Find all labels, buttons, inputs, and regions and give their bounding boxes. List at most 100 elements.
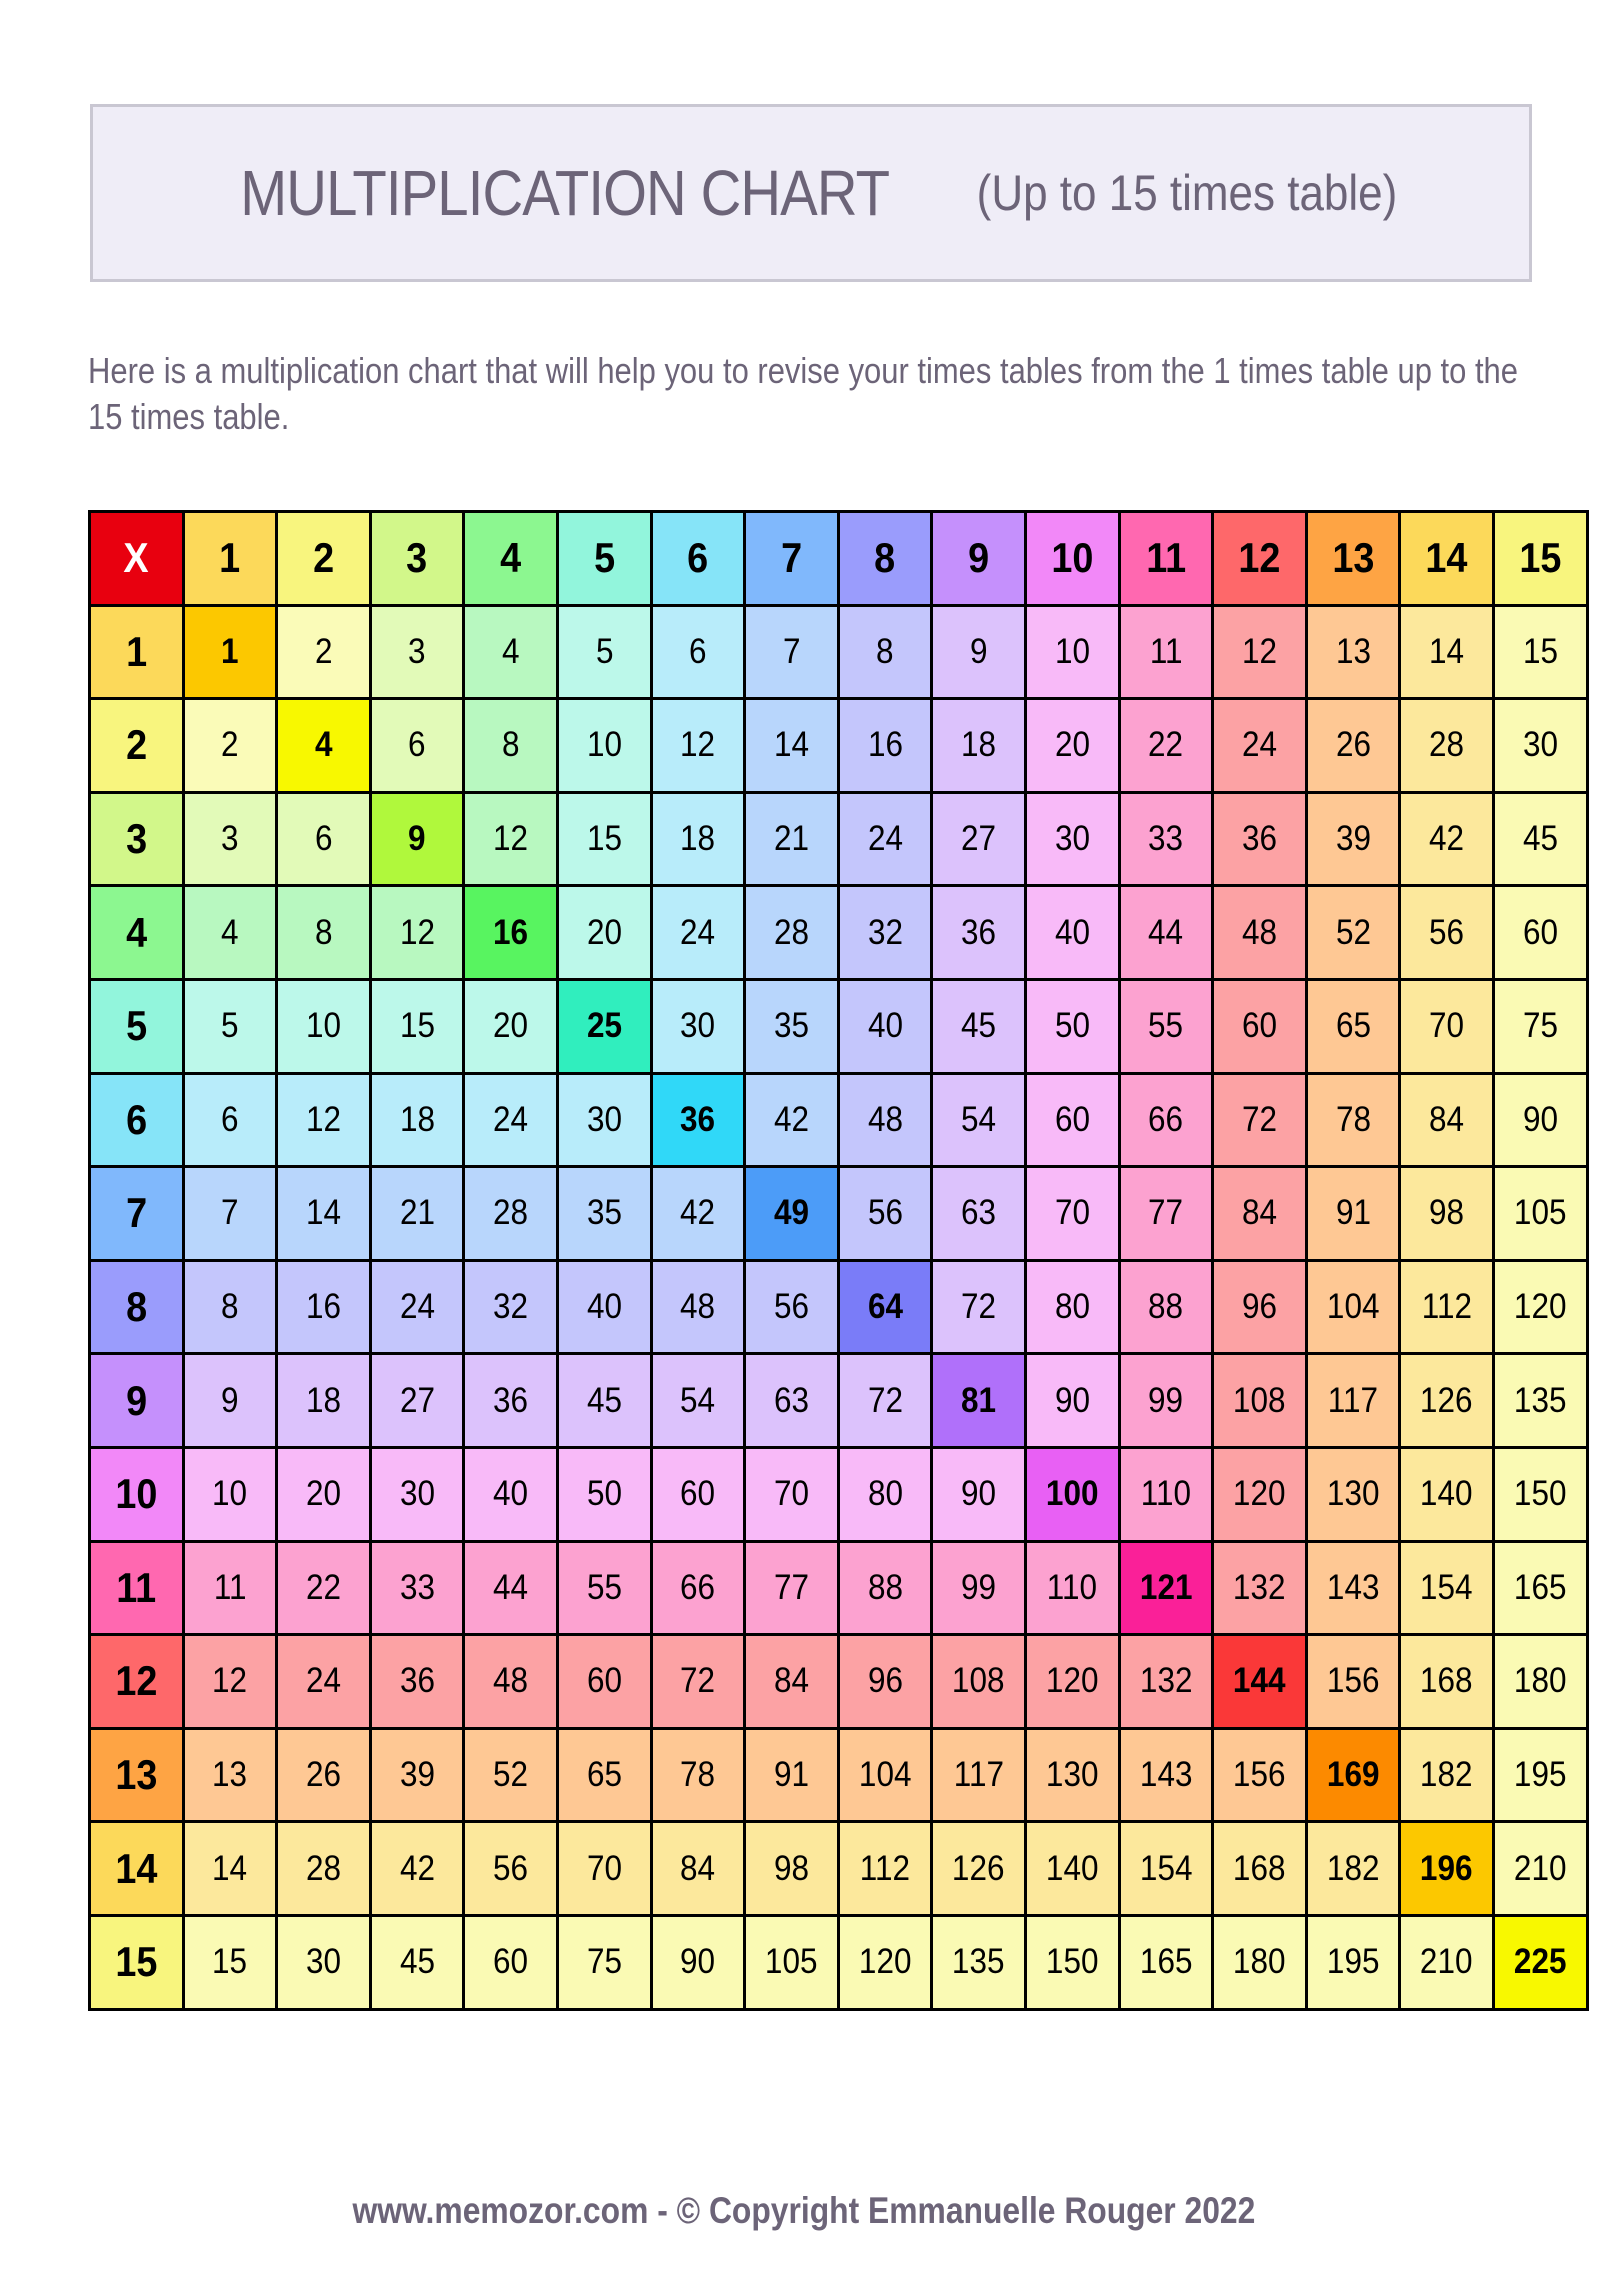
- product-cell-label: 75: [586, 1942, 622, 1982]
- product-cell-label: 21: [399, 1193, 435, 1233]
- column-header: 1: [184, 513, 276, 604]
- product-cell-label: 12: [399, 912, 435, 952]
- product-cell-label: 32: [493, 1287, 529, 1327]
- product-cell-label: 40: [1054, 912, 1090, 952]
- product-cell: 165: [1120, 1916, 1212, 2008]
- product-cell-label: 120: [858, 1942, 912, 1982]
- product-cell: 15: [371, 980, 463, 1072]
- row-header: 10: [91, 1448, 182, 1540]
- square-cell-label: 16: [493, 912, 529, 952]
- product-cell: 84: [1214, 1168, 1305, 1259]
- product-cell: 77: [746, 1542, 837, 1634]
- square-cell-label: 100: [1045, 1474, 1099, 1514]
- product-cell-label: 16: [867, 725, 903, 765]
- product-cell-label: 44: [493, 1567, 529, 1607]
- product-cell-label: 140: [1045, 1848, 1099, 1888]
- product-cell-label: 35: [773, 1006, 809, 1046]
- product-cell-label: 45: [961, 1006, 997, 1046]
- product-cell: 50: [558, 1448, 650, 1540]
- product-cell: 130: [1307, 1448, 1399, 1540]
- column-header: 10: [1026, 513, 1118, 604]
- product-cell: 120: [1214, 1448, 1305, 1540]
- product-cell: 135: [933, 1916, 1024, 2008]
- product-cell-label: 48: [493, 1661, 529, 1701]
- square-cell-label: 1: [221, 631, 239, 671]
- product-cell: 18: [278, 1355, 369, 1446]
- product-cell: 2: [278, 606, 369, 698]
- product-cell-label: 10: [212, 1474, 248, 1514]
- product-cell-label: 3: [221, 819, 239, 859]
- square-cell-label: 144: [1233, 1661, 1286, 1701]
- product-cell: 44: [465, 1542, 556, 1634]
- product-cell: 13: [184, 1729, 276, 1821]
- product-cell-label: 182: [1326, 1848, 1380, 1888]
- square-cell: 64: [839, 1261, 931, 1353]
- row-header: 5: [91, 980, 182, 1072]
- product-cell-label: 126: [952, 1848, 1005, 1888]
- product-cell: 52: [1307, 887, 1399, 978]
- product-cell-label: 42: [680, 1193, 716, 1233]
- product-cell-label: 120: [1045, 1661, 1099, 1701]
- product-cell: 12: [371, 887, 463, 978]
- product-cell: 140: [1401, 1448, 1492, 1540]
- product-cell: 8: [278, 887, 369, 978]
- product-cell: 5: [184, 980, 276, 1072]
- product-cell-label: 48: [1241, 912, 1277, 952]
- product-cell: 90: [933, 1448, 1024, 1540]
- product-cell: 28: [465, 1168, 556, 1259]
- product-cell-label: 154: [1420, 1567, 1473, 1607]
- product-cell: 9: [933, 606, 1024, 698]
- product-cell: 12: [184, 1636, 276, 1727]
- product-cell-label: 40: [867, 1006, 903, 1046]
- product-cell-label: 8: [314, 912, 333, 952]
- product-cell: 56: [746, 1261, 837, 1353]
- product-cell-label: 96: [867, 1661, 903, 1701]
- product-cell: 18: [933, 700, 1024, 791]
- product-cell: 6: [371, 700, 463, 791]
- product-cell: 24: [465, 1074, 556, 1166]
- product-cell-label: 9: [221, 1380, 239, 1420]
- product-cell: 150: [1026, 1916, 1118, 2008]
- product-cell: 3: [184, 793, 276, 885]
- product-cell: 12: [278, 1074, 369, 1166]
- product-cell: 72: [1214, 1074, 1305, 1166]
- product-cell-label: 66: [1148, 1099, 1184, 1139]
- product-cell: 32: [839, 887, 931, 978]
- product-cell: 135: [1494, 1355, 1586, 1446]
- product-cell-label: 12: [305, 1099, 342, 1139]
- product-cell-label: 84: [773, 1661, 809, 1701]
- product-cell-label: 42: [399, 1848, 435, 1888]
- product-cell-label: 32: [867, 912, 903, 952]
- footer-site-link[interactable]: www.memozor.com: [352, 2190, 649, 2231]
- column-header: 15: [1494, 513, 1586, 604]
- product-cell-label: 90: [680, 1942, 716, 1982]
- product-cell: 30: [1494, 700, 1586, 791]
- product-cell-label: 60: [680, 1474, 716, 1514]
- product-cell-label: 28: [1429, 725, 1465, 765]
- product-cell-label: 18: [305, 1380, 342, 1420]
- product-cell: 96: [1214, 1261, 1305, 1353]
- product-cell: 91: [746, 1729, 837, 1821]
- row-header: 4: [91, 887, 182, 978]
- column-header-label: 11: [1145, 534, 1186, 582]
- product-cell: 36: [933, 887, 1024, 978]
- product-cell: 10: [278, 980, 369, 1072]
- column-header: 8: [839, 513, 931, 604]
- product-cell-label: 42: [773, 1099, 809, 1139]
- column-header-label: 1: [219, 534, 241, 582]
- product-cell-label: 168: [1233, 1848, 1286, 1888]
- product-cell: 12: [652, 700, 744, 791]
- product-cell: 21: [371, 1168, 463, 1259]
- product-cell-label: 6: [221, 1099, 239, 1139]
- product-cell: 40: [465, 1448, 556, 1540]
- square-cell-label: 4: [314, 725, 333, 765]
- product-cell-label: 7: [221, 1193, 239, 1233]
- product-cell-label: 36: [961, 912, 997, 952]
- product-cell-label: 45: [399, 1942, 435, 1982]
- column-header: 2: [278, 513, 369, 604]
- product-cell-label: 150: [1513, 1474, 1567, 1514]
- product-cell: 42: [746, 1074, 837, 1166]
- product-cell: 27: [933, 793, 1024, 885]
- product-cell: 70: [746, 1448, 837, 1540]
- product-cell: 56: [465, 1823, 556, 1914]
